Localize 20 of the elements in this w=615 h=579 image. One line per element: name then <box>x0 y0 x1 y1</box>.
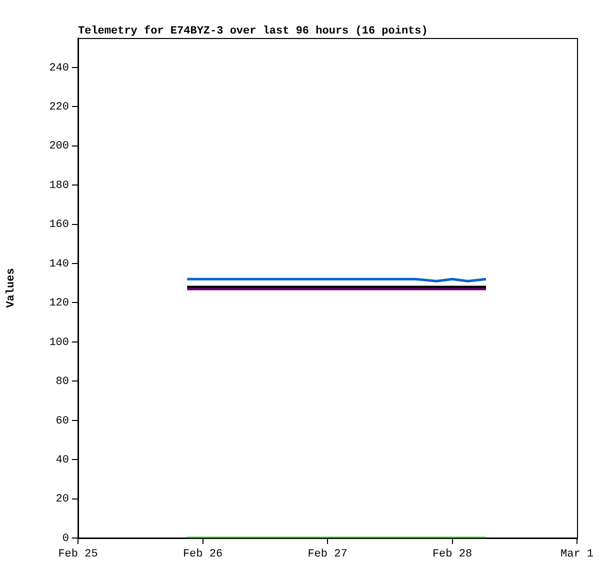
y-tick-label: 0 <box>62 532 69 545</box>
chart-title: Telemetry for E74BYZ-3 over last 96 hours (16 points) <box>78 24 428 38</box>
x-tick-label: Feb 25 <box>58 548 98 561</box>
y-tick-label: 40 <box>56 454 69 466</box>
y-tick-label: 220 <box>49 102 69 114</box>
y-tick-label: 140 <box>49 258 69 270</box>
x-tick-label: Mar 1 <box>560 548 594 561</box>
y-tick-label: 160 <box>49 219 69 232</box>
x-tick-label: Feb 26 <box>182 548 223 561</box>
y-tick-label: 200 <box>49 140 69 153</box>
y-tick-label: 240 <box>49 62 69 74</box>
y-tick-label: 180 <box>49 180 69 192</box>
y-tick-label: 60 <box>56 415 69 428</box>
x-tick-label: Feb 28 <box>432 548 472 561</box>
y-tick-label: 20 <box>56 494 69 506</box>
y-tick-label: 120 <box>49 298 69 310</box>
x-tick-label: Feb 27 <box>308 548 348 561</box>
y-axis-title: Values <box>5 268 18 308</box>
y-tick-label: 100 <box>49 336 69 349</box>
y-tick-label: 80 <box>56 376 69 388</box>
